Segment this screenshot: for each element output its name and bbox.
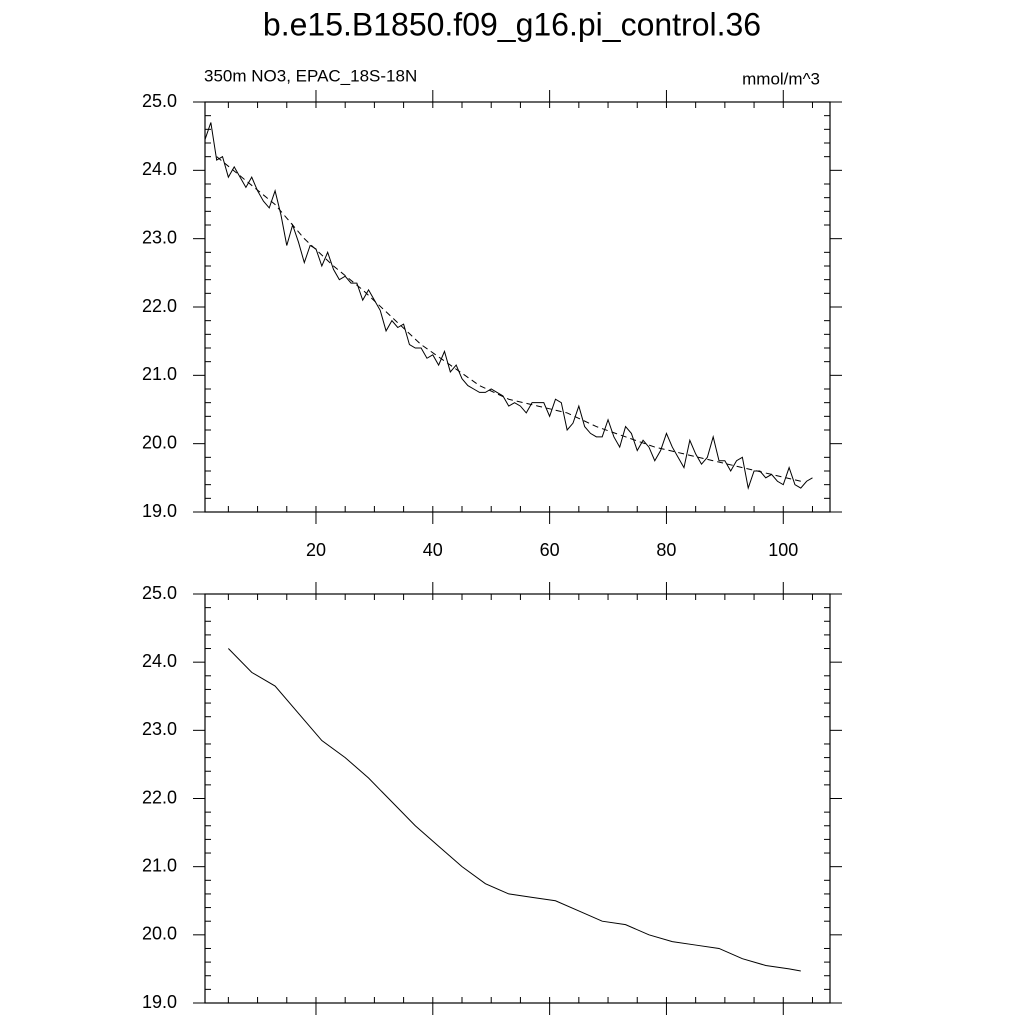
y-tick-label: 19.0 xyxy=(142,501,177,521)
y-tick-label: 22.0 xyxy=(142,296,177,316)
x-tick-label: 40 xyxy=(423,540,443,560)
y-tick-label: 25.0 xyxy=(142,91,177,111)
y-tick-label: 20.0 xyxy=(142,432,177,452)
plot-frame xyxy=(204,101,831,513)
y-tick-label: 19.0 xyxy=(142,992,177,1012)
data-line xyxy=(216,156,801,482)
y-tick-label: 21.0 xyxy=(142,364,177,384)
units-label: mmol/m^3 xyxy=(742,69,820,88)
y-tick-label: 24.0 xyxy=(142,651,177,671)
data-line xyxy=(204,122,813,491)
y-tick-label: 24.0 xyxy=(142,159,177,179)
y-tick-label: 22.0 xyxy=(142,787,177,807)
chart-title: b.e15.B1850.f09_g16.pi_control.36 xyxy=(263,6,761,42)
subtitle: 350m NO3, EPAC_18S-18N xyxy=(204,66,417,85)
x-tick-label: 60 xyxy=(540,540,560,560)
y-tick-label: 20.0 xyxy=(142,924,177,944)
plot-frame xyxy=(204,593,831,1004)
y-tick-label: 25.0 xyxy=(142,583,177,603)
x-tick-label: 80 xyxy=(656,540,676,560)
y-tick-label: 21.0 xyxy=(142,855,177,875)
x-tick-label: 20 xyxy=(306,540,326,560)
y-tick-label: 23.0 xyxy=(142,227,177,247)
data-line xyxy=(228,648,801,972)
x-tick-label: 100 xyxy=(768,540,798,560)
y-tick-label: 23.0 xyxy=(142,719,177,739)
